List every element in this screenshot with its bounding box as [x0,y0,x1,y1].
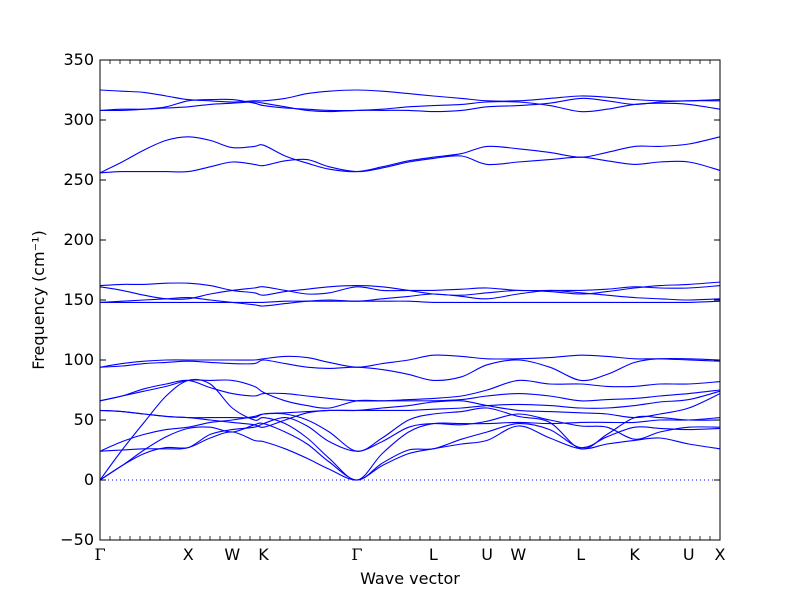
y-tick-label: 350 [63,50,94,69]
dispersion-curves [99,89,721,481]
band-line-4 [99,413,721,452]
band-line-2 [99,422,721,481]
kpoint-label: K [629,545,640,564]
band-line-15 [99,281,721,296]
band-line-1 [99,425,721,481]
kpoint-label: L [576,545,585,564]
band-line-5 [99,407,721,452]
band-line-19 [99,97,721,113]
y-tick-label: 150 [63,290,94,309]
band-line-16 [99,155,721,174]
band-line-11 [99,357,721,382]
band-line-13 [99,289,721,307]
kpoint-label: W [224,545,240,564]
kpoint-label: W [510,545,526,564]
kpoint-label: K [258,545,269,564]
band-line-6 [99,393,721,419]
y-tick-label: 200 [63,230,94,249]
band-line-20 [99,89,721,103]
kpoint-label: X [183,545,194,564]
band-line-9 [99,379,721,402]
y-axis-label: Frequency (cm⁻¹) [29,230,48,369]
y-tick-label: −50 [60,530,94,549]
y-axis-ticks: −50 0 50 100 150 200 250 300 350 [60,50,720,549]
x-axis-label: Wave vector [360,569,460,588]
band-line-7 [99,390,721,428]
band-line-14 [99,285,721,300]
kpoint-label: Γ [94,545,105,564]
y-tick-label: 0 [84,470,94,489]
y-tick-label: 250 [63,170,94,189]
plot-frame [99,59,721,541]
y-tick-label: 50 [74,410,94,429]
band-line-12 [99,300,721,304]
kpoint-label: U [481,545,493,564]
band-line-17 [99,136,721,174]
kpoint-label: U [683,545,695,564]
band-line-8 [99,379,721,409]
y-tick-label: 300 [63,110,94,129]
kpoint-label: X [715,545,726,564]
kpoint-label: L [429,545,438,564]
kpoint-label: Γ [351,545,362,564]
y-tick-label: 100 [63,350,94,369]
band-line-10 [99,354,721,368]
band-line-18 [99,98,721,113]
